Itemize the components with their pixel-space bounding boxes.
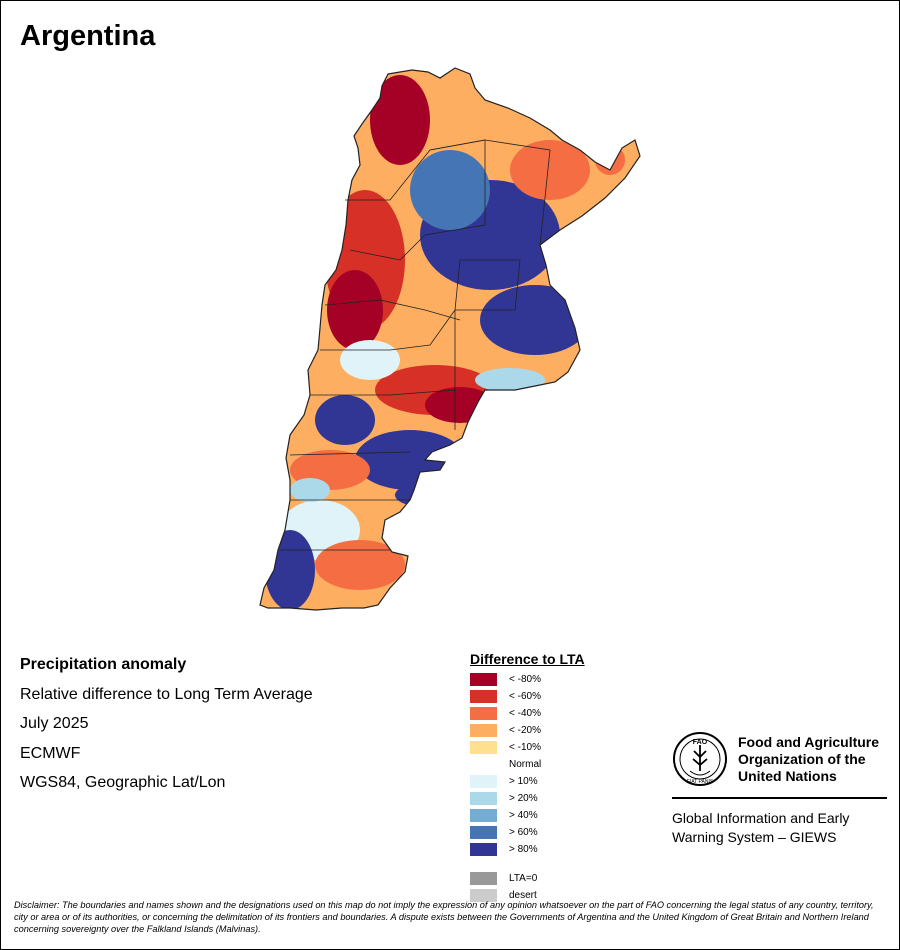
legend-swatch: [470, 872, 497, 885]
legend-label: desert: [509, 890, 537, 901]
legend-swatch: [470, 775, 497, 788]
fao-emblem-motto: FIAT PANIS: [687, 779, 714, 785]
metadata-heading: Precipitation anomaly: [20, 656, 187, 673]
legend-label: LTA=0: [509, 873, 538, 884]
map-metadata: Precipitation anomaly Relative differenc…: [20, 656, 313, 804]
legend-item-desert: desert: [470, 887, 670, 904]
legend-label: < -10%: [509, 742, 541, 753]
metadata-description: Relative difference to Long Term Average: [20, 685, 313, 703]
legend-label: Normal: [509, 759, 542, 770]
metadata-source: ECMWF: [20, 744, 81, 762]
legend-item: > 10%: [470, 773, 670, 790]
legend-label: > 60%: [509, 827, 538, 838]
legend-swatch: [470, 741, 497, 754]
legend-swatch: [470, 792, 497, 805]
metadata-projection: WGS84, Geographic Lat/Lon: [20, 774, 226, 791]
legend-swatch: [470, 809, 497, 822]
fao-org-name: Food and Agriculture Organization of the…: [738, 734, 879, 785]
legend-swatch: [470, 889, 497, 902]
fao-emblem-icon: FAO FIAT PANIS: [673, 732, 727, 786]
legend-item: < -10%: [470, 739, 670, 756]
legend-item-normal: Normal: [470, 756, 670, 773]
legend-item: < -40%: [470, 705, 670, 722]
fao-name-line-3: United Nations: [738, 767, 837, 784]
legend-title: Difference to LTA: [470, 651, 585, 667]
legend-item: < -20%: [470, 722, 670, 739]
legend-label: > 20%: [509, 793, 538, 804]
legend-item: > 60%: [470, 824, 670, 841]
legend-swatch: [470, 724, 497, 737]
map-title: Argentina: [20, 20, 156, 52]
giews-line-1: Global Information and Early: [672, 809, 850, 826]
legend-label: > 40%: [509, 810, 538, 821]
disclaimer-text: Disclaimer: The boundaries and names sho…: [14, 900, 874, 934]
giews-line-2: Warning System – GIEWS: [672, 828, 837, 845]
legend-item: > 80%: [470, 841, 670, 858]
legend-item: < -80%: [470, 671, 670, 688]
fao-divider: [672, 797, 887, 799]
legend-item: < -60%: [470, 688, 670, 705]
legend-label: < -20%: [509, 725, 541, 736]
legend-label: < -80%: [509, 674, 541, 685]
fao-emblem-letters: FAO: [693, 739, 708, 746]
legend-item: > 20%: [470, 790, 670, 807]
legend-item: > 40%: [470, 807, 670, 824]
legend-label: < -40%: [509, 708, 541, 719]
legend-label: < -60%: [509, 691, 541, 702]
metadata-period: July 2025: [20, 715, 89, 732]
fao-name-line-2: Organization of the: [738, 750, 866, 767]
legend-item-lta-zero: LTA=0: [470, 870, 670, 887]
legend-label: > 80%: [509, 844, 538, 855]
legend-swatch: [470, 690, 497, 703]
legend-gap: [470, 858, 670, 870]
legend-swatch: [470, 707, 497, 720]
fao-logo-block: FAO FIAT PANIS Food and Agriculture Orga…: [672, 731, 887, 847]
province-boundaries: [259, 67, 641, 611]
legend-swatch: [470, 673, 497, 686]
legend-swatch: [470, 826, 497, 839]
giews-name: Global Information and Early Warning Sys…: [672, 809, 887, 847]
fao-name-line-1: Food and Agriculture: [738, 733, 880, 750]
legend-items: < -80% < -60% < -40% < -20% < -10% Norma…: [470, 671, 670, 904]
legend-label: > 10%: [509, 776, 538, 787]
argentina-anomaly-map: [250, 60, 650, 620]
legend: Difference to LTA < -80% < -60% < -40% <…: [470, 651, 670, 904]
legend-swatch: [470, 843, 497, 856]
